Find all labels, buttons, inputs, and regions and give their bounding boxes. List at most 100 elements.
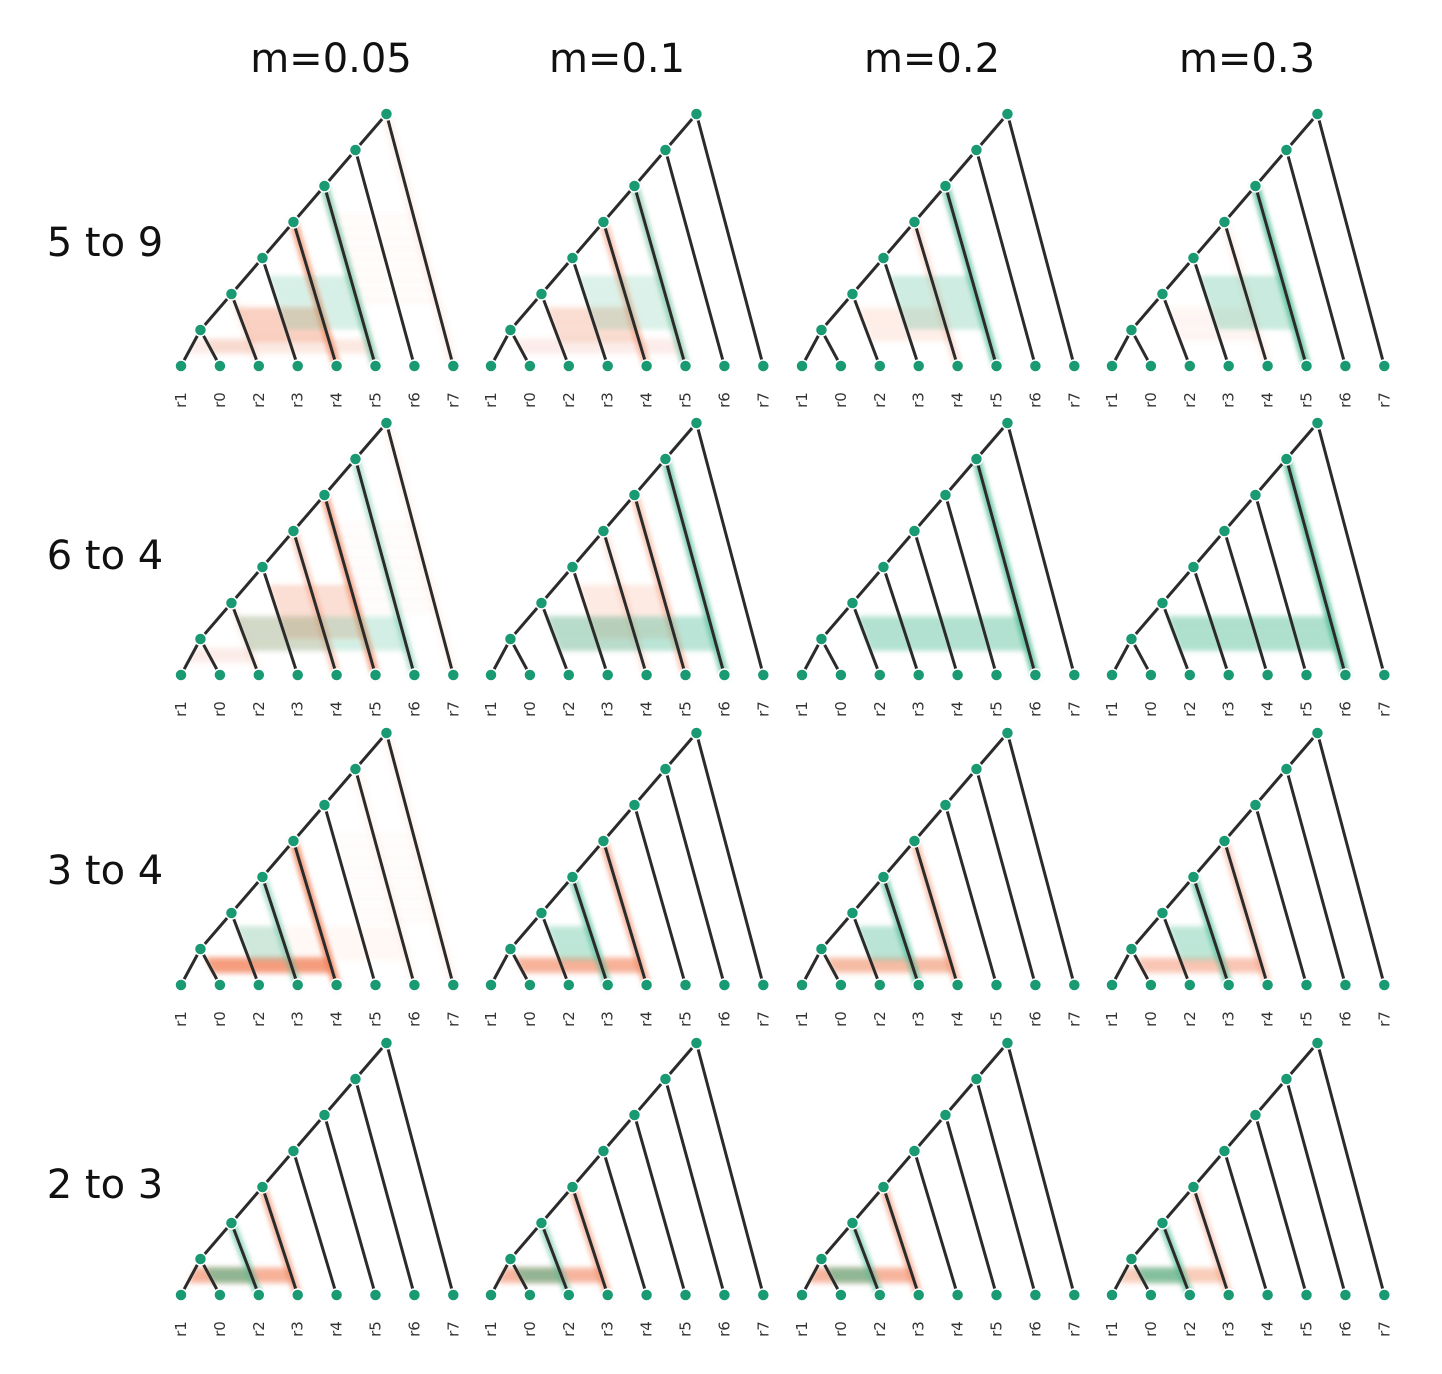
internal-node [969, 762, 984, 776]
leaf-label: r2 [560, 392, 578, 408]
internal-node [1000, 726, 1015, 740]
leaf-label: r0 [521, 701, 539, 717]
internal-node [286, 1144, 301, 1158]
leaf-label: r1 [172, 1321, 190, 1337]
internal-node [876, 870, 891, 884]
green-migration-band [243, 940, 285, 947]
tree-branch [974, 148, 1037, 368]
internal-node [1155, 906, 1170, 920]
tree-branch [1129, 947, 1153, 987]
tree-branch [1253, 457, 1288, 497]
green-migration-band [862, 936, 904, 943]
tree-branch [1191, 220, 1226, 260]
internal-node [1310, 726, 1325, 740]
leaf-label: r0 [211, 1321, 229, 1337]
internal-node [224, 906, 239, 920]
leaf-label: r6 [405, 701, 423, 717]
leaf-label: r1 [482, 701, 500, 717]
green-migration-band [212, 1278, 254, 1285]
tree-branch [508, 637, 532, 677]
internal-node [193, 942, 208, 956]
tree-branch [570, 529, 605, 569]
internal-node [1279, 762, 1294, 776]
leaf-label: r0 [211, 1011, 229, 1027]
tree-branch [198, 292, 233, 332]
internal-node [814, 323, 829, 337]
leaf-node [407, 1288, 422, 1302]
tree-branch [322, 148, 357, 188]
leaf-label: r3 [599, 1321, 617, 1337]
leaf-label: r2 [1181, 1321, 1199, 1337]
internal-node [1186, 870, 1201, 884]
leaf-label: r0 [521, 1321, 539, 1337]
leaf-label: r0 [1142, 1011, 1160, 1027]
internal-node [1248, 179, 1263, 193]
migration-bands [858, 181, 1001, 371]
internal-node [534, 596, 549, 610]
leaf-node [523, 668, 537, 682]
internal-node [503, 942, 518, 956]
leaf-label: r0 [1142, 1321, 1160, 1337]
leaf-node [1377, 668, 1392, 682]
internal-node [255, 560, 270, 574]
tree-branch [912, 1113, 947, 1153]
leaf-node [950, 359, 965, 373]
leaf-node [950, 978, 965, 992]
internal-node [907, 1144, 922, 1158]
leaf-label: r2 [871, 1011, 889, 1027]
tree-branch [508, 328, 532, 368]
tree-branch [632, 148, 667, 188]
leaf-label: r6 [1336, 1011, 1354, 1027]
leaf-node [678, 1288, 693, 1302]
tree-branch [1110, 947, 1133, 987]
leaf-label: r2 [250, 1011, 268, 1027]
tree-branch [1222, 529, 1270, 677]
tree-branch [508, 1257, 532, 1297]
leaf-node [834, 978, 848, 992]
tree-branch [663, 457, 726, 677]
leaf-node [600, 668, 615, 682]
tree-branch [912, 493, 947, 533]
tree-branch [974, 421, 1009, 461]
leaf-node [1377, 978, 1392, 992]
internal-node [503, 1252, 518, 1266]
leaf-label: r0 [832, 1011, 850, 1027]
leaf-node [562, 1288, 576, 1302]
leaf-label: r1 [793, 1321, 811, 1337]
leaf-label: r3 [910, 1321, 928, 1337]
tree-branch [819, 947, 843, 987]
internal-node [1124, 323, 1139, 337]
leaf-label: r5 [367, 1321, 385, 1337]
leaf-label: r7 [444, 1321, 462, 1337]
tree-branch [912, 839, 960, 987]
tree-branch [179, 947, 202, 987]
tree-branch [489, 637, 512, 677]
tree-branch [1315, 421, 1386, 677]
internal-node [255, 251, 270, 265]
green-migration-band [237, 925, 280, 932]
tree-branch [1222, 1149, 1270, 1297]
tree-branch [260, 1149, 295, 1189]
leaf-label: r5 [677, 392, 695, 408]
leaf-label: r0 [1142, 701, 1160, 717]
leaf-label: r4 [328, 701, 346, 717]
internal-node [565, 870, 580, 884]
leaf-label: r1 [172, 392, 190, 408]
tree-branch [881, 529, 916, 569]
leaf-node [1260, 668, 1275, 682]
tree-branch [1129, 911, 1164, 951]
tree-branch [601, 493, 636, 533]
leaf-node [368, 668, 383, 682]
tree-branch [1191, 839, 1226, 879]
tree-branch [508, 911, 543, 951]
leaf-node [911, 359, 926, 373]
leaf-node [252, 668, 266, 682]
row-title-6-to-4: 6 to 4 [47, 533, 163, 579]
tree-branch [1160, 911, 1192, 987]
green-migration-band [548, 929, 591, 936]
tree-branch [663, 148, 726, 368]
tree-branch [291, 220, 339, 368]
tree-branch [291, 1113, 326, 1153]
leaf-node [174, 668, 188, 682]
